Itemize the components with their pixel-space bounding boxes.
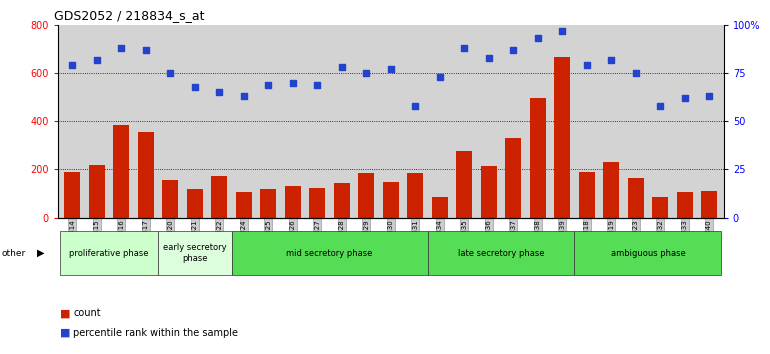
- Bar: [603, 162, 619, 218]
- Bar: [574, 231, 721, 275]
- Point: [581, 62, 593, 68]
- Bar: [358, 173, 374, 218]
- Point: [703, 93, 715, 99]
- Text: late secretory phase: late secretory phase: [457, 249, 544, 258]
- Point: [360, 70, 373, 76]
- Bar: [212, 176, 227, 218]
- Bar: [652, 197, 668, 218]
- Point: [139, 47, 152, 53]
- Text: proliferative phase: proliferative phase: [69, 249, 149, 258]
- Point: [654, 103, 666, 109]
- Point: [262, 82, 274, 87]
- Point: [189, 84, 201, 89]
- Bar: [310, 188, 325, 218]
- Point: [91, 57, 103, 62]
- Bar: [285, 186, 301, 218]
- Point: [213, 90, 226, 95]
- Point: [164, 70, 176, 76]
- Bar: [232, 231, 427, 275]
- Bar: [530, 98, 546, 218]
- Point: [605, 57, 618, 62]
- Text: count: count: [73, 308, 101, 318]
- Text: ■: ■: [60, 328, 71, 338]
- Bar: [579, 172, 594, 218]
- Bar: [60, 231, 158, 275]
- Point: [483, 55, 495, 61]
- Point: [531, 35, 544, 41]
- Bar: [334, 183, 350, 218]
- Bar: [162, 180, 179, 218]
- Point: [384, 66, 397, 72]
- Text: mid secretory phase: mid secretory phase: [286, 249, 373, 258]
- Point: [507, 47, 520, 53]
- Bar: [260, 189, 276, 218]
- Point: [556, 28, 568, 33]
- Bar: [432, 197, 447, 218]
- Point: [286, 80, 299, 85]
- Point: [311, 82, 323, 87]
- Bar: [113, 125, 129, 218]
- Point: [458, 45, 470, 51]
- Bar: [701, 191, 717, 218]
- Text: ■: ■: [60, 308, 71, 318]
- Bar: [89, 165, 105, 218]
- Bar: [187, 189, 203, 218]
- Bar: [554, 57, 570, 218]
- Bar: [65, 172, 80, 218]
- Text: percentile rank within the sample: percentile rank within the sample: [73, 328, 238, 338]
- Bar: [236, 192, 252, 218]
- Text: ambiguous phase: ambiguous phase: [611, 249, 685, 258]
- Point: [116, 45, 128, 51]
- Bar: [158, 231, 232, 275]
- Point: [336, 64, 348, 70]
- Bar: [407, 173, 424, 218]
- Bar: [628, 178, 644, 218]
- Text: ▶: ▶: [37, 248, 45, 258]
- Bar: [138, 132, 154, 218]
- Point: [630, 70, 642, 76]
- Point: [66, 62, 79, 68]
- Text: GDS2052 / 218834_s_at: GDS2052 / 218834_s_at: [55, 9, 205, 22]
- Bar: [427, 231, 574, 275]
- Bar: [677, 192, 692, 218]
- Point: [678, 95, 691, 101]
- Bar: [457, 152, 472, 218]
- Text: other: other: [2, 249, 25, 258]
- Text: early secretory
phase: early secretory phase: [163, 244, 226, 263]
- Bar: [480, 166, 497, 218]
- Point: [434, 74, 446, 80]
- Bar: [505, 138, 521, 218]
- Bar: [383, 182, 399, 218]
- Point: [409, 103, 421, 109]
- Point: [238, 93, 250, 99]
